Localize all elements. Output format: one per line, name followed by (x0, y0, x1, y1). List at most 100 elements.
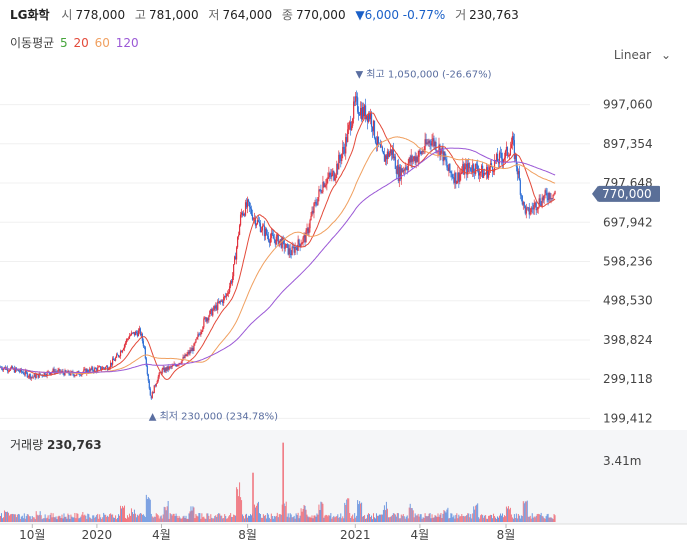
volume-bar (357, 500, 359, 522)
volume-bar (466, 515, 468, 522)
volume-bar (405, 516, 407, 522)
volume-bar (188, 513, 190, 522)
candle-body (90, 368, 92, 370)
candle-body (491, 166, 494, 172)
candle-body (152, 392, 154, 394)
candle-body (120, 351, 123, 353)
volume-bar (500, 515, 502, 522)
volume-bar (159, 516, 161, 522)
volume-bar (94, 517, 96, 522)
candle-body (358, 111, 360, 115)
candle-body (284, 247, 286, 249)
volume-bar (74, 512, 76, 522)
volume-bar (155, 513, 157, 522)
volume-bar (156, 514, 158, 522)
candle-body (529, 212, 531, 215)
candle-body (429, 140, 431, 144)
candle-body (232, 276, 234, 283)
volume-bar (201, 513, 203, 522)
volume-bar (18, 514, 20, 522)
volume-bar (338, 517, 340, 522)
candle-body (148, 380, 150, 389)
volume-bar (24, 518, 26, 522)
volume-bar (209, 519, 211, 522)
candle-body (103, 367, 105, 369)
candle-body (466, 163, 468, 175)
volume-bar (14, 514, 16, 522)
volume-bar (223, 518, 225, 522)
candle-body (138, 328, 140, 331)
candle-body (405, 167, 407, 170)
volume-bar (235, 515, 237, 522)
candle-body (97, 367, 99, 372)
candle-body (541, 197, 543, 206)
volume-bar (434, 515, 436, 522)
volume-bar (199, 513, 201, 522)
candle-body (517, 171, 519, 175)
volume-bar (120, 505, 122, 522)
candle-body (264, 228, 266, 237)
candle-body (465, 163, 467, 167)
volume-bar (297, 512, 299, 522)
candle-body (91, 367, 93, 370)
last-price-arrow (592, 185, 598, 202)
candle-body (198, 334, 200, 336)
volume-bar (205, 518, 207, 522)
candle-body (209, 310, 211, 317)
ma-120: 120 (115, 36, 139, 50)
candle-body (448, 163, 450, 172)
volume-bar (347, 498, 349, 522)
volume-bar (150, 513, 152, 522)
volume-bar (62, 518, 64, 522)
volume-bar (460, 516, 462, 522)
volume-bar (138, 514, 140, 522)
volume-bar (268, 517, 270, 522)
candle-body (242, 213, 245, 216)
candle-body (133, 332, 136, 336)
candle-body (216, 305, 218, 310)
candle-body (85, 368, 87, 374)
volume-bar (263, 515, 265, 522)
candle-body (26, 372, 28, 378)
volume-bar (79, 517, 81, 522)
volume-bar (446, 509, 448, 522)
candle-body (499, 152, 502, 154)
moving-average-legend[interactable]: 이동평균 5 20 60 120 (10, 34, 141, 51)
volume-bar (106, 516, 108, 522)
volume-bar (373, 517, 375, 522)
volume-bar (539, 514, 541, 522)
volume-bar (175, 513, 177, 522)
candle-body (220, 300, 222, 302)
volume-bar (64, 516, 66, 522)
volume-bar (374, 518, 376, 522)
volume-bar (340, 513, 342, 522)
volume-bar (255, 505, 257, 522)
volume-bar (321, 502, 323, 522)
volume-bar (372, 519, 374, 522)
volume-bar (324, 515, 326, 522)
volume-bar (228, 516, 230, 522)
volume-bar (184, 518, 186, 522)
volume-bar (334, 517, 336, 522)
candle-body (57, 370, 59, 373)
candle-body (398, 166, 400, 182)
volume-bar (480, 515, 482, 522)
candle-body (357, 97, 359, 112)
x-tick-label: 4월 (411, 528, 430, 542)
volume-bar (89, 517, 91, 522)
volume-bar (15, 517, 17, 522)
volume-bar (114, 517, 116, 522)
volume-bar (303, 504, 305, 522)
candle-body (52, 368, 54, 372)
candle-body (492, 171, 495, 173)
scale-selector[interactable]: Linear ⌄ (614, 48, 671, 62)
candle-body (249, 206, 252, 209)
volume-bar (221, 515, 223, 522)
volume-bar (370, 516, 372, 522)
candle-body (376, 136, 379, 145)
candle-body (395, 168, 397, 174)
candle-body (140, 333, 142, 336)
volume-bar (515, 513, 517, 522)
ma-5: 5 (60, 36, 68, 50)
